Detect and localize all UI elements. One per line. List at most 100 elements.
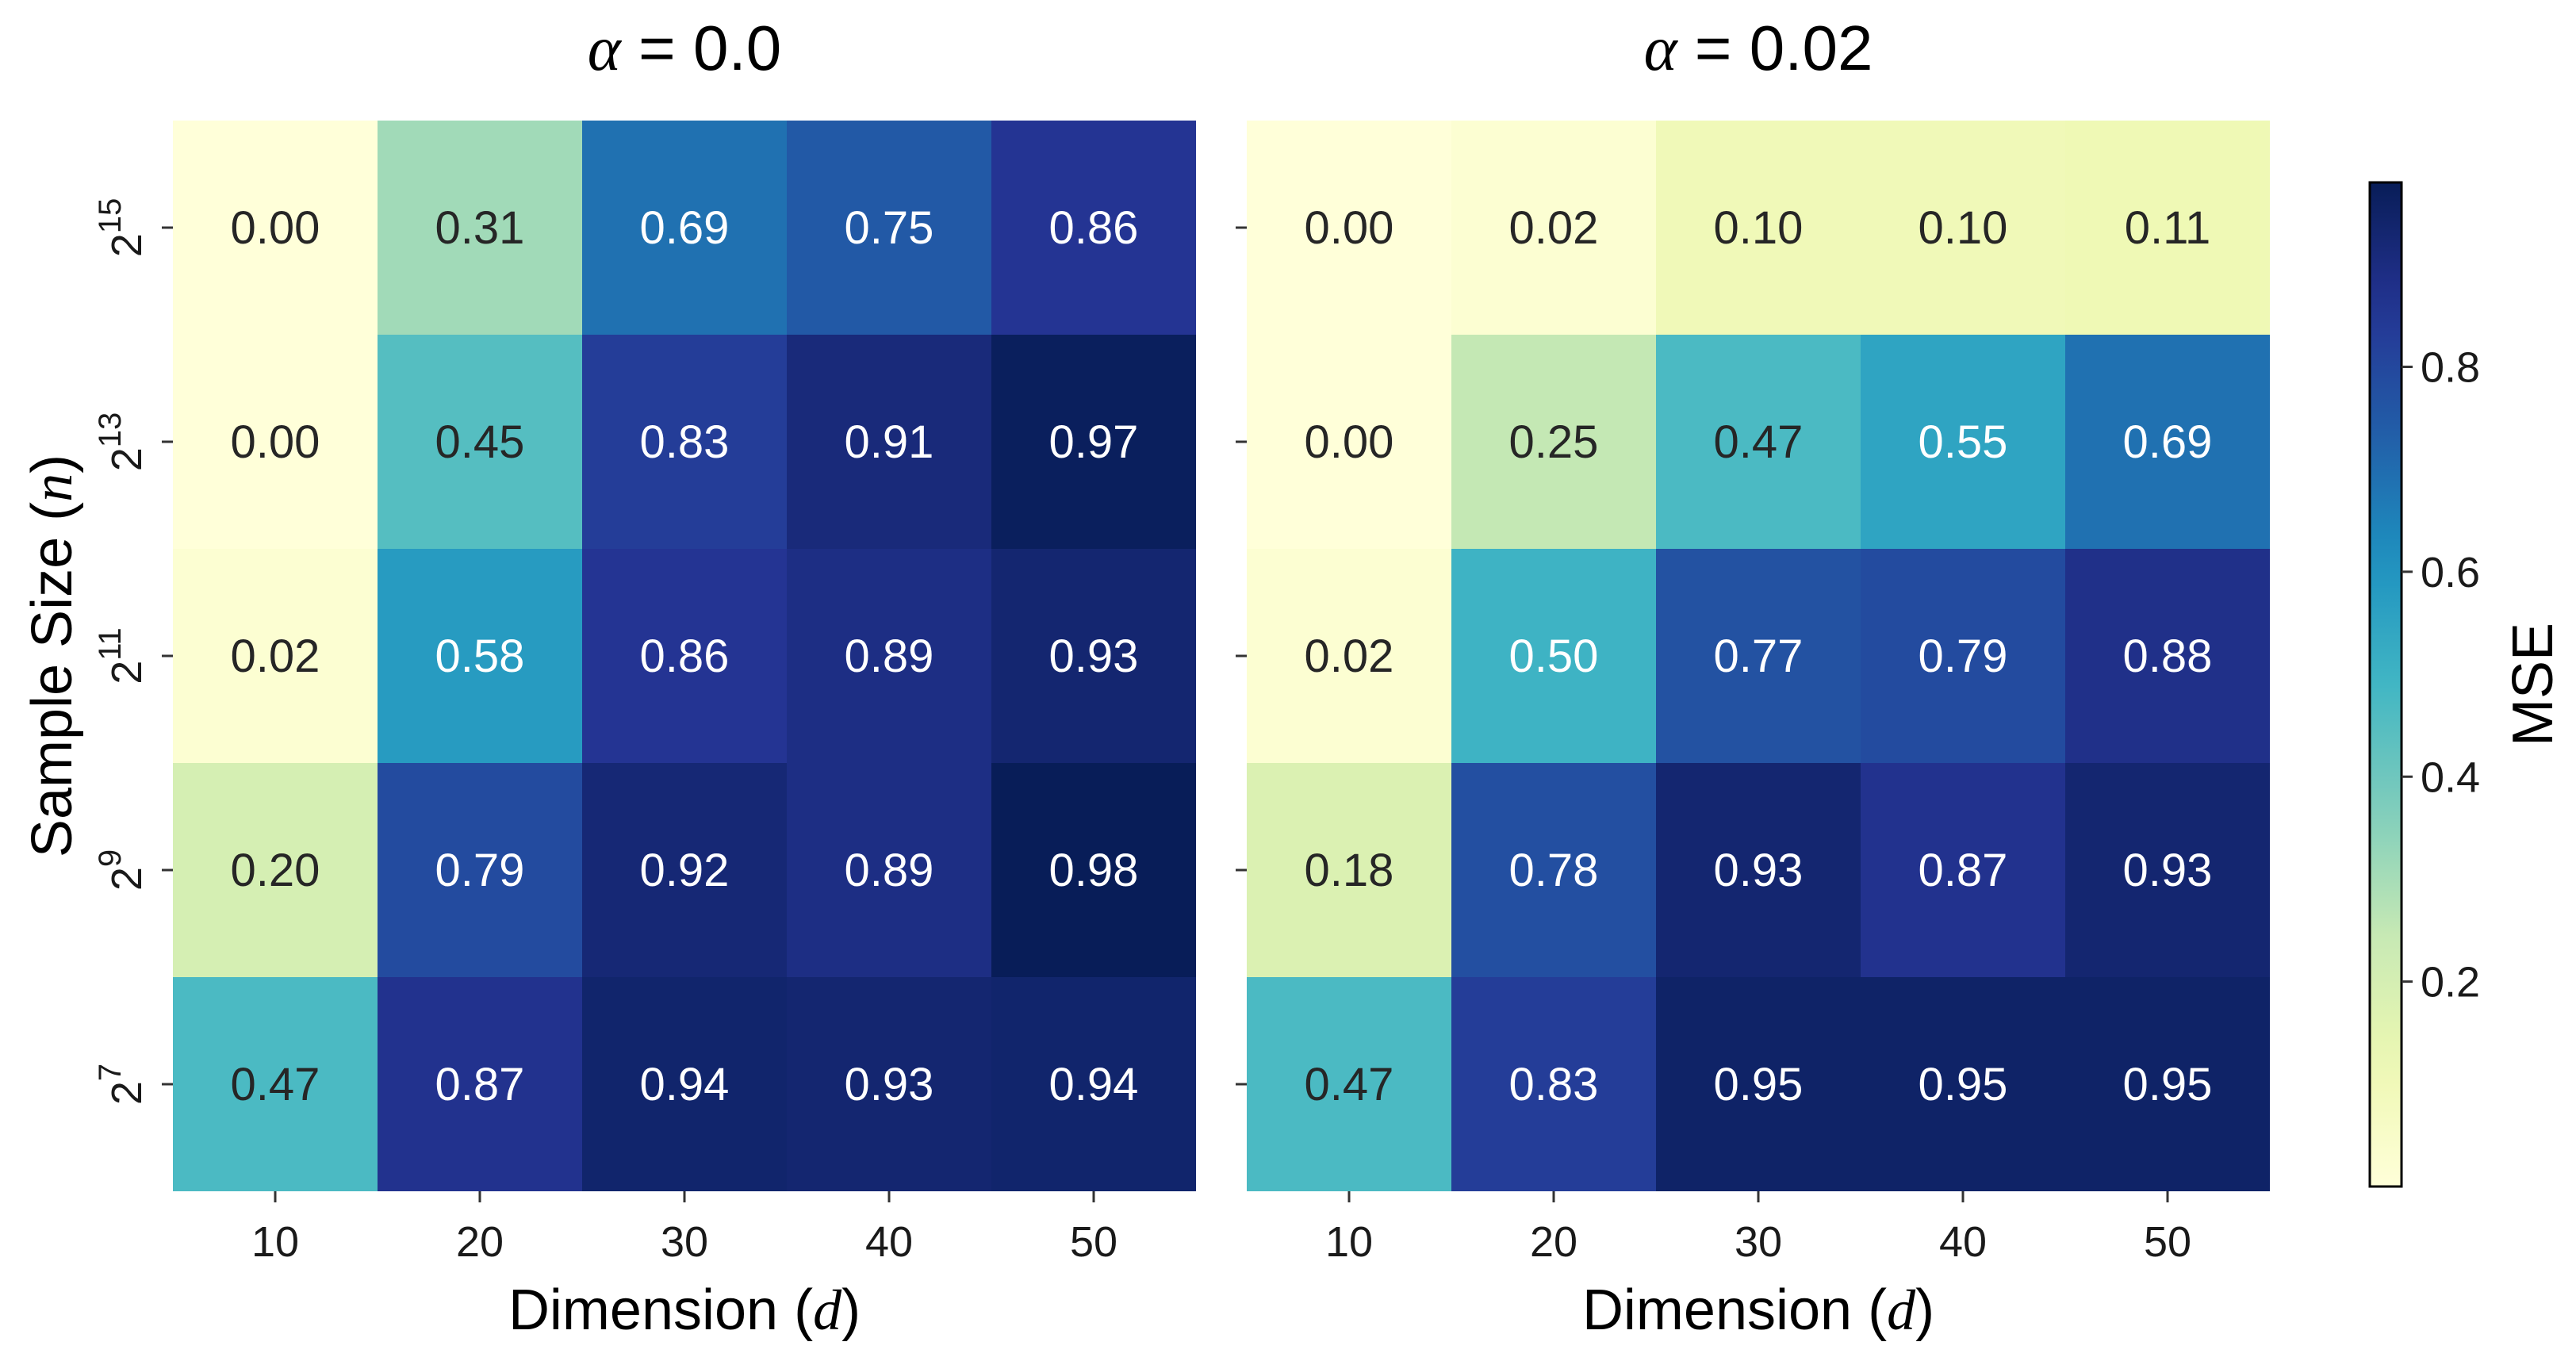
cell-value-label: 0.86 xyxy=(1049,202,1139,254)
cell-value-label: 0.20 xyxy=(231,845,320,896)
heatmap-cell xyxy=(991,549,1196,763)
heatmap-cell xyxy=(1861,977,2065,1191)
heatmap-cell xyxy=(1656,335,1861,549)
cell-value-label: 0.75 xyxy=(845,202,934,254)
x-tick-label: 50 xyxy=(2144,1218,2191,1266)
cell-value-label: 0.78 xyxy=(1509,845,1599,896)
x-tick-label: 10 xyxy=(1325,1218,1373,1266)
heatmap-cell xyxy=(582,335,787,549)
cell-value-label: 0.69 xyxy=(640,202,730,254)
cell-value-label: 0.86 xyxy=(640,631,730,682)
colorbar-tick-label: 0.8 xyxy=(2421,344,2480,392)
cell-value-label: 0.87 xyxy=(435,1059,525,1110)
cell-value-label: 0.93 xyxy=(2123,845,2213,896)
heatmap-cell xyxy=(1247,977,1451,1191)
heatmap-cell xyxy=(787,335,991,549)
heatmap-cell xyxy=(1247,763,1451,977)
cell-value-label: 0.00 xyxy=(1305,416,1394,468)
heatmap-cell xyxy=(1451,121,1656,335)
cell-value-label: 0.00 xyxy=(231,416,320,468)
cell-value-label: 0.18 xyxy=(1305,845,1394,896)
cell-value-label: 0.91 xyxy=(845,416,934,468)
heatmap-cell xyxy=(2065,763,2270,977)
y-tick-label: 211 xyxy=(93,627,151,684)
y-axis-label-group: Sample Size (n) xyxy=(21,454,84,857)
heatmap-cell xyxy=(173,977,378,1191)
colorbar-tick-label: 0.2 xyxy=(2421,959,2480,1006)
y-axis-label: Sample Size (n) xyxy=(21,454,84,857)
heatmap-cell xyxy=(1861,763,2065,977)
heatmap-cell xyxy=(582,977,787,1191)
cell-value-label: 0.83 xyxy=(1509,1059,1599,1110)
cell-value-label: 0.11 xyxy=(2125,202,2211,254)
heatmap-cell xyxy=(2065,121,2270,335)
heatmap-cell xyxy=(1247,121,1451,335)
cell-value-label: 0.45 xyxy=(435,416,525,468)
heatmap-cell xyxy=(582,763,787,977)
heatmap-cell xyxy=(991,335,1196,549)
heatmap-cell xyxy=(1656,763,1861,977)
heatmap-cell xyxy=(2065,977,2270,1191)
heatmap-cell xyxy=(1451,335,1656,549)
cell-value-label: 0.93 xyxy=(1049,631,1139,682)
cell-value-label: 0.88 xyxy=(2123,631,2213,682)
heatmap-cell xyxy=(2065,549,2270,763)
cell-value-label: 0.95 xyxy=(1714,1059,1804,1110)
heatmap-cell xyxy=(1861,335,2065,549)
x-tick-label: 30 xyxy=(1735,1218,1782,1266)
heatmap-cell xyxy=(378,977,582,1191)
cell-value-label: 0.00 xyxy=(1305,202,1394,254)
heatmap-cell xyxy=(378,549,582,763)
cell-value-label: 0.93 xyxy=(845,1059,934,1110)
heatmap-cell xyxy=(582,549,787,763)
panel-title: α = 0.02 xyxy=(1644,13,1873,84)
cell-value-label: 0.10 xyxy=(1919,202,2008,254)
cell-value-label: 0.94 xyxy=(640,1059,730,1110)
colorbar: 0.2 0.4 0.6 0.8 MSE xyxy=(2368,181,2565,1188)
y-tick-label: 215 xyxy=(93,198,151,258)
cell-value-label: 0.97 xyxy=(1049,416,1139,468)
cell-value-label: 0.55 xyxy=(1919,416,2008,468)
colorbar-gradient xyxy=(2368,181,2403,1188)
heatmap-cell xyxy=(991,977,1196,1191)
heatmap-panel-1: 0.00 0.31 0.69 0.75 0.86 0.00 0.45 0.83 0.91 0.97… xyxy=(93,13,1196,1342)
heatmap-cell xyxy=(1656,549,1861,763)
heatmap-cell xyxy=(1656,121,1861,335)
heatmap-cell xyxy=(787,977,991,1191)
colorbar-tick-label: 0.4 xyxy=(2421,753,2480,801)
heatmap-cell xyxy=(1656,977,1861,1191)
cell-value-label: 0.50 xyxy=(1509,631,1599,682)
cell-value-label: 0.83 xyxy=(640,416,730,468)
cell-value-label: 0.47 xyxy=(231,1059,320,1110)
panels-layer: 0.00 0.31 0.69 0.75 0.86 0.00 0.45 0.83 0.91 0.97… xyxy=(93,13,2270,1342)
cell-value-label: 0.95 xyxy=(1919,1059,2008,1110)
colorbar-tick-label: 0.6 xyxy=(2421,549,2480,596)
x-tick-label: 40 xyxy=(865,1218,913,1266)
x-tick-label: 50 xyxy=(1070,1218,1117,1266)
y-tick-label: 27 xyxy=(93,1064,151,1105)
cell-value-label: 0.95 xyxy=(2123,1059,2213,1110)
cell-value-label: 0.31 xyxy=(435,202,525,254)
heatmap-cell xyxy=(1451,549,1656,763)
heatmap-cell xyxy=(2065,335,2270,549)
heatmap-cell xyxy=(378,121,582,335)
heatmap-cell xyxy=(1861,121,2065,335)
cell-value-label: 0.93 xyxy=(1714,845,1804,896)
heatmap-cell xyxy=(787,549,991,763)
cell-value-label: 0.25 xyxy=(1509,416,1599,468)
heatmap-cell xyxy=(787,121,991,335)
x-axis-label: Dimension (d) xyxy=(508,1279,861,1342)
x-tick-label: 40 xyxy=(1939,1218,1987,1266)
cell-value-label: 0.02 xyxy=(1509,202,1599,254)
heatmap-cell xyxy=(173,121,378,335)
cell-value-label: 0.98 xyxy=(1049,845,1139,896)
heatmap-cell xyxy=(582,121,787,335)
heatmap-cell xyxy=(1451,977,1656,1191)
cell-value-label: 0.47 xyxy=(1714,416,1804,468)
cell-value-label: 0.77 xyxy=(1714,631,1804,682)
cell-value-label: 0.87 xyxy=(1919,845,2008,896)
y-tick-label: 29 xyxy=(93,849,151,891)
heatmap-cell xyxy=(1451,763,1656,977)
cell-value-label: 0.02 xyxy=(1305,631,1394,682)
